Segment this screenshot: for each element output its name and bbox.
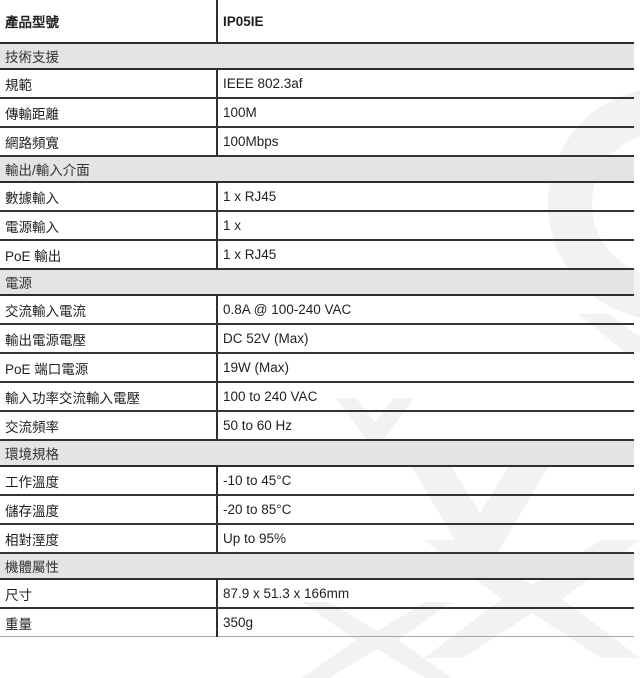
- spec-value: 100 to 240 VAC: [216, 382, 634, 412]
- spec-label: 規範: [0, 69, 217, 99]
- spec-value: 1 x: [216, 211, 634, 241]
- table-row-model: 產品型號 IP05IE: [0, 0, 634, 44]
- section-title: 環境規格: [0, 439, 634, 467]
- table-row: 傳輸距離 100M: [0, 98, 634, 128]
- spec-label: 輸入功率交流輸入電壓: [0, 382, 217, 412]
- section-header-tech-support: 技術支援: [0, 42, 634, 70]
- spec-value: IEEE 802.3af: [216, 69, 634, 99]
- table-row: 相對溼度 Up to 95%: [0, 524, 634, 554]
- spec-value: -10 to 45°C: [216, 466, 634, 496]
- spec-label: 數據輸入: [0, 182, 217, 212]
- table-row: 輸入功率交流輸入電壓 100 to 240 VAC: [0, 382, 634, 412]
- spec-label: 電源輸入: [0, 211, 217, 241]
- spec-value: 1 x RJ45: [216, 240, 634, 270]
- spec-label: 相對溼度: [0, 524, 217, 554]
- section-title: 輸出/輸入介面: [0, 155, 634, 183]
- table-row: 儲存溫度 -20 to 85°C: [0, 495, 634, 525]
- section-title: 機體屬性: [0, 552, 634, 580]
- spec-value: 100Mbps: [216, 127, 634, 157]
- spec-value: 87.9 x 51.3 x 166mm: [216, 579, 634, 609]
- table-row: 輸出電源電壓 DC 52V (Max): [0, 324, 634, 354]
- spec-label: 網路頻寬: [0, 127, 217, 157]
- spec-label: 尺寸: [0, 579, 217, 609]
- table-row: 網路頻寬 100Mbps: [0, 127, 634, 157]
- spec-value: 350g: [216, 608, 634, 637]
- section-header-io-interface: 輸出/輸入介面: [0, 155, 634, 183]
- table-row: 規範 IEEE 802.3af: [0, 69, 634, 99]
- spec-label: 交流頻率: [0, 411, 217, 441]
- spec-value: 100M: [216, 98, 634, 128]
- spec-value: 50 to 60 Hz: [216, 411, 634, 441]
- table-row: 數據輸入 1 x RJ45: [0, 182, 634, 212]
- spec-value: -20 to 85°C: [216, 495, 634, 525]
- table-row: 電源輸入 1 x: [0, 211, 634, 241]
- section-header-environment: 環境規格: [0, 439, 634, 467]
- spec-label: 交流輸入電流: [0, 295, 217, 325]
- spec-label: 重量: [0, 608, 217, 637]
- table-row: PoE 端口電源 19W (Max): [0, 353, 634, 383]
- spec-value: DC 52V (Max): [216, 324, 634, 354]
- table-row: PoE 輸出 1 x RJ45: [0, 240, 634, 270]
- spec-label: PoE 端口電源: [0, 353, 217, 383]
- table-row: 工作溫度 -10 to 45°C: [0, 466, 634, 496]
- spec-label: PoE 輸出: [0, 240, 217, 270]
- spec-value: 19W (Max): [216, 353, 634, 383]
- spec-label: 工作溫度: [0, 466, 217, 496]
- section-header-physical: 機體屬性: [0, 552, 634, 580]
- section-title: 技術支援: [0, 42, 634, 70]
- table-row: 重量 350g: [0, 608, 634, 637]
- spec-value: 1 x RJ45: [216, 182, 634, 212]
- section-header-power: 電源: [0, 268, 634, 296]
- spec-label: 傳輸距離: [0, 98, 217, 128]
- table-row: 交流頻率 50 to 60 Hz: [0, 411, 634, 441]
- spec-value: 0.8A @ 100-240 VAC: [216, 295, 634, 325]
- spec-value: Up to 95%: [216, 524, 634, 554]
- spec-label: 輸出電源電壓: [0, 324, 217, 354]
- table-row: 交流輸入電流 0.8A @ 100-240 VAC: [0, 295, 634, 325]
- product-spec-table: 產品型號 IP05IE 技術支援 規範 IEEE 802.3af 傳輸距離 10…: [0, 0, 634, 637]
- section-title: 電源: [0, 268, 634, 296]
- model-label: 產品型號: [0, 0, 217, 44]
- table-row: 尺寸 87.9 x 51.3 x 166mm: [0, 579, 634, 609]
- spec-label: 儲存溫度: [0, 495, 217, 525]
- model-value: IP05IE: [216, 0, 634, 44]
